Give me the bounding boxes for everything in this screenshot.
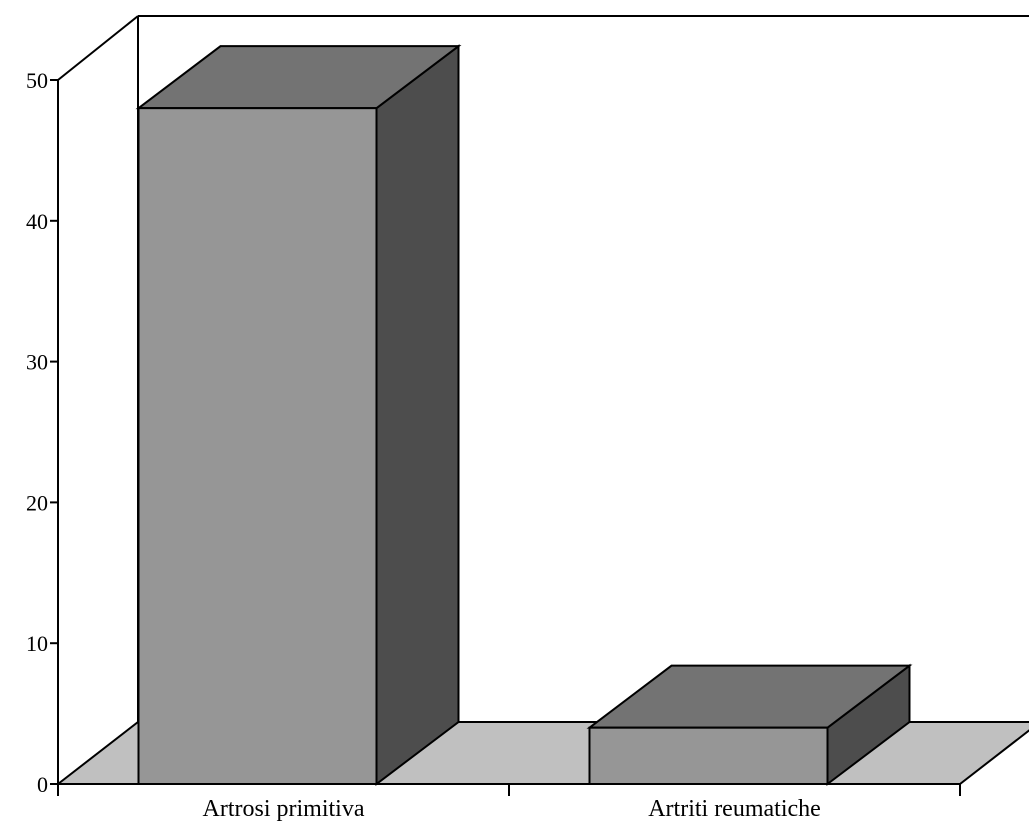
y-tick-label: 0: [37, 772, 48, 797]
bar-front-face: [588, 726, 829, 785]
x-tick-label: Artrosi primitiva: [203, 796, 365, 822]
bar-1: [586, 663, 913, 787]
side-wall-top-edge: [57, 15, 139, 81]
y-tick-label: 30: [26, 350, 48, 375]
bar-0: [135, 44, 462, 787]
axes: Artrosi primitiva Artriti reumatiche 0 10 20…: [26, 68, 961, 822]
bar-side-face: [375, 44, 460, 787]
y-tick-label: 10: [26, 631, 48, 656]
y-tick-label: 20: [26, 490, 48, 515]
x-tick-label: Artriti reumatiche: [648, 796, 821, 822]
bars: [135, 44, 913, 787]
y-tick-label: 40: [26, 209, 48, 234]
y-tick-label: 50: [26, 68, 48, 93]
bar-front-face: [137, 107, 378, 786]
